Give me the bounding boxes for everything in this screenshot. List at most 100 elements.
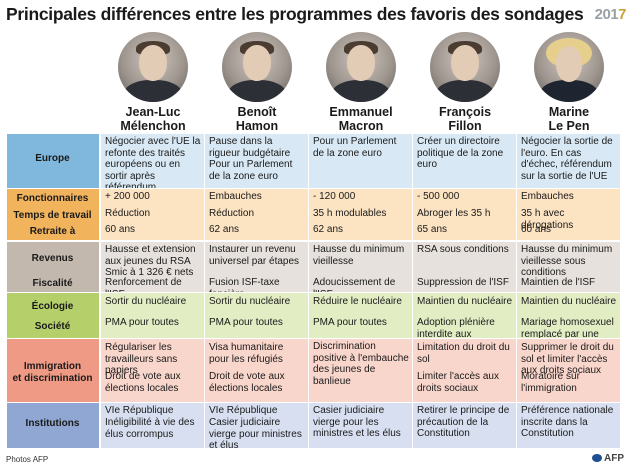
program-cell: Maintien du nucléaire Adoption plénière i… bbox=[413, 293, 516, 338]
candidate-first-name: Jean-Luc bbox=[125, 105, 181, 119]
row-label-block bbox=[7, 403, 99, 448]
candidate-last-name: Le Pen bbox=[548, 119, 590, 133]
program-item: VIe République bbox=[105, 405, 174, 416]
program-item: Discrimination positive à l'embauche des… bbox=[313, 341, 409, 387]
page-title: Principales différences entre les progra… bbox=[6, 4, 584, 24]
row-label: Écologie bbox=[7, 301, 98, 313]
program-item: Moratoire sur l'immigration bbox=[521, 371, 580, 394]
program-item: Hausse du minimum vieillesse bbox=[313, 244, 405, 267]
candidate-photo bbox=[430, 32, 500, 102]
program-cell: Sortir du nucléaire PMA pour toutes bbox=[205, 293, 308, 338]
program-cell: Hausse du minimum vieillesse Adoucissemen… bbox=[309, 242, 412, 292]
program-cell: Hausse et extension aux jeunes du RSA Sm… bbox=[101, 242, 204, 292]
row-label-text: Écologie bbox=[31, 301, 74, 312]
candidate-name: Emmanuel Macron bbox=[309, 105, 413, 133]
candidate-last-name: Mélenchon bbox=[120, 119, 186, 133]
program-item: Hausse du minimum vieillesse sous condit… bbox=[521, 244, 613, 278]
candidate-name: Marine Le Pen bbox=[517, 105, 621, 133]
program-cell: Casier judiciaire vierge pour les minist… bbox=[309, 403, 412, 448]
program-item: - 500 000 bbox=[417, 191, 460, 202]
program-item: Casier judiciaire vierge pour ministres … bbox=[209, 417, 302, 448]
program-item: Maintien du nucléaire bbox=[417, 296, 513, 307]
year-prefix: 201 bbox=[594, 6, 619, 23]
candidate-last-name: Macron bbox=[338, 119, 384, 133]
program-cell: Embauches Réduction 62 ans bbox=[205, 189, 308, 240]
program-item: Adoucissement de l'ISF bbox=[313, 277, 396, 292]
program-item: VIe République bbox=[209, 405, 278, 416]
row-label: Temps de travail bbox=[7, 210, 98, 222]
row-label: Europe bbox=[7, 153, 98, 165]
afp-logo: AFP bbox=[592, 453, 624, 464]
program-cell: Supprimer le droit du sol et limiter l'a… bbox=[517, 339, 620, 402]
program-cell: - 500 000 Abroger les 35 h 65 ans bbox=[413, 189, 516, 240]
program-cell: VIe République Casier judiciaire vierge p… bbox=[205, 403, 308, 448]
program-item: Hausse et extension aux jeunes du RSA Sm… bbox=[105, 244, 196, 278]
program-cell: Visa humanitaire pour les réfugiés Droit … bbox=[205, 339, 308, 402]
election-2017-logo: 2017 bbox=[594, 6, 627, 23]
row-label-text: et discrimination bbox=[12, 373, 93, 384]
candidate-first-name: Emmanuel bbox=[329, 105, 393, 119]
program-item: Réduire le nucléaire bbox=[313, 296, 402, 307]
row-label-text: Institutions bbox=[25, 418, 80, 429]
program-cell: Réduire le nucléaire PMA pour toutes bbox=[309, 293, 412, 338]
program-cell: Maintien du nucléaire Mariage homosexuel … bbox=[517, 293, 620, 338]
program-item: 35 h modulables bbox=[313, 208, 387, 219]
program-item: Négocier la sortie de l'euro. En cas d'é… bbox=[521, 136, 613, 182]
row-label: Institutions bbox=[7, 418, 98, 430]
program-item: + 200 000 bbox=[105, 191, 150, 202]
row-label-text: Europe bbox=[35, 153, 70, 164]
row-label-block bbox=[7, 293, 99, 338]
row-label-block bbox=[7, 339, 99, 402]
candidate-name: Benoît Hamon bbox=[205, 105, 309, 133]
program-cell: Régulariser les travailleurs sans papier… bbox=[101, 339, 204, 402]
program-item: Droit de vote aux élections locales bbox=[105, 371, 181, 394]
row-label-block bbox=[7, 134, 99, 188]
row-label-text: Immigration bbox=[23, 361, 82, 372]
row-label: Immigration bbox=[7, 361, 98, 373]
row-label-text: Temps de travail bbox=[13, 210, 92, 221]
program-item: 62 ans bbox=[209, 224, 240, 235]
program-cell: Sortir du nucléaire PMA pour toutes bbox=[101, 293, 204, 338]
row-label: Fonctionnaires bbox=[7, 193, 98, 205]
candidate-photo bbox=[118, 32, 188, 102]
program-item: Sortir du nucléaire bbox=[105, 296, 187, 307]
row-label: et discrimination bbox=[7, 373, 98, 385]
program-cell: Négocier la sortie de l'euro. En cas d'é… bbox=[517, 134, 620, 188]
candidate-last-name: Fillon bbox=[448, 119, 482, 133]
program-item: Supprimer le droit du sol et limiter l'a… bbox=[521, 342, 614, 376]
program-item: Mariage homosexuel remplacé par une unio… bbox=[521, 317, 614, 338]
year-suffix: 7 bbox=[618, 6, 626, 23]
row-label-block bbox=[7, 242, 99, 292]
program-cell: Discrimination positive à l'embauche des… bbox=[309, 339, 412, 402]
candidate-first-name: François bbox=[438, 105, 492, 119]
program-item: Pause dans la rigueur budgétaire bbox=[209, 136, 291, 159]
candidate-name: François Fillon bbox=[413, 105, 517, 133]
candidate-name: Jean-Luc Mélenchon bbox=[101, 105, 205, 133]
program-item: Limitation du droit du sol bbox=[417, 342, 510, 365]
program-cell: Préférence nationale inscrite dans la Co… bbox=[517, 403, 620, 448]
row-label: Revenus bbox=[7, 253, 98, 265]
row-label: Retraite à bbox=[7, 226, 98, 238]
program-cell: Retirer le principe de précaution de la … bbox=[413, 403, 516, 448]
candidate-first-name: Benoît bbox=[237, 105, 277, 119]
program-item: RSA sous conditions bbox=[417, 244, 509, 255]
program-item: PMA pour toutes bbox=[313, 317, 387, 328]
program-item: Instaurer un revenu universel par étapes bbox=[209, 244, 300, 267]
program-item: Abroger les 35 h bbox=[417, 208, 491, 219]
program-item: Embauches bbox=[521, 191, 574, 202]
row-label-block bbox=[7, 189, 99, 240]
afp-logo-icon bbox=[592, 454, 602, 463]
program-item: Limiter l'accès aux droits sociaux bbox=[417, 371, 499, 394]
program-item: 62 ans bbox=[313, 224, 344, 235]
program-cell: Limitation du droit du sol Limiter l'accè… bbox=[413, 339, 516, 402]
program-cell: Embauches 35 h avec dérogations 60 ans bbox=[517, 189, 620, 240]
program-item: Casier judiciaire vierge pour les minist… bbox=[313, 405, 401, 439]
program-cell: RSA sous conditions Suppression de l'ISF bbox=[413, 242, 516, 292]
candidate-last-name: Hamon bbox=[235, 119, 279, 133]
program-item: Sortir du nucléaire bbox=[209, 296, 291, 307]
program-item: Maintien du nucléaire bbox=[521, 296, 617, 307]
program-cell: Pour un Parlement de la zone euro bbox=[309, 134, 412, 188]
program-item: Réduction bbox=[209, 208, 255, 219]
candidate-photo bbox=[222, 32, 292, 102]
program-item: Inéligibilité à vie des élus corrompus bbox=[105, 417, 195, 440]
